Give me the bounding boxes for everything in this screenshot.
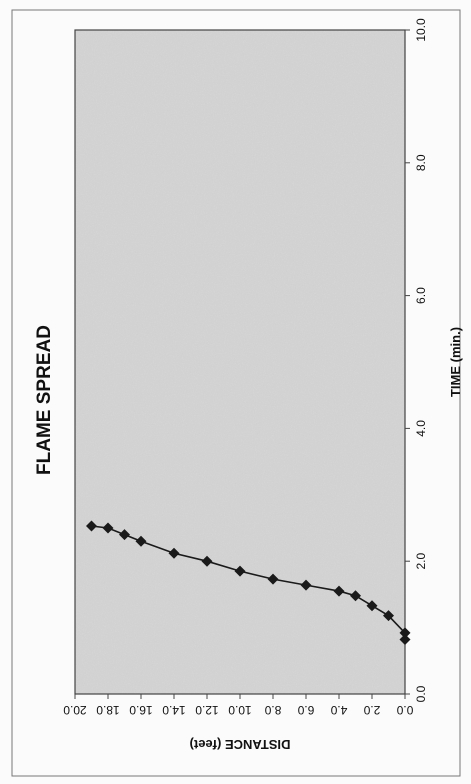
x-tick-label: 6.0 <box>414 287 428 304</box>
x-tick-label: 4.0 <box>414 420 428 437</box>
x-axis-ticks: 0.0 2.0 4.0 6.0 8.0 10.0 <box>405 18 428 702</box>
y-tick-label: 20.0 <box>63 703 87 717</box>
data-point <box>333 585 345 597</box>
y-tick-label: 10.0 <box>228 703 252 717</box>
y-tick-label: 4.0 <box>330 703 347 717</box>
y-tick-label: 16.0 <box>129 703 153 717</box>
data-point <box>383 610 394 622</box>
data-point <box>168 547 180 559</box>
y-tick-label: 12.0 <box>195 703 219 717</box>
y-tick-label: 6.0 <box>297 703 314 717</box>
data-point <box>201 555 213 567</box>
x-tick-label: 8.0 <box>414 154 428 171</box>
data-point <box>300 579 312 591</box>
data-point <box>135 535 147 547</box>
y-tick-label: 2.0 <box>363 703 380 717</box>
data-point <box>102 522 114 534</box>
y-tick-label: 14.0 <box>162 703 186 717</box>
chart-title: FLAME SPREAD <box>34 325 55 475</box>
y-tick-label: 8.0 <box>264 703 281 717</box>
series-layer <box>86 520 411 646</box>
y-tick-label: 0.0 <box>396 703 413 717</box>
data-point <box>350 590 361 602</box>
y-tick-label: 18.0 <box>96 703 120 717</box>
x-tick-label: 2.0 <box>414 553 428 570</box>
data-point <box>366 600 378 612</box>
figure-border <box>11 9 461 777</box>
data-point <box>399 627 411 639</box>
x-tick-label: 10.0 <box>414 18 428 42</box>
x-axis-label: TIME (min.) <box>448 327 463 397</box>
x-tick-label: 0.0 <box>414 685 428 702</box>
data-point <box>86 520 97 532</box>
data-point <box>399 634 411 646</box>
data-point <box>234 565 246 577</box>
plot-area-texture <box>75 30 405 694</box>
y-axis-ticks: 0.0 2.0 4.0 6.0 8.0 10.0 12.0 14.0 16.0 18.0 20.0 <box>63 694 413 717</box>
data-point <box>267 573 279 585</box>
data-point <box>119 529 130 541</box>
y-axis-label: DISTANCE (feet) <box>190 737 291 752</box>
